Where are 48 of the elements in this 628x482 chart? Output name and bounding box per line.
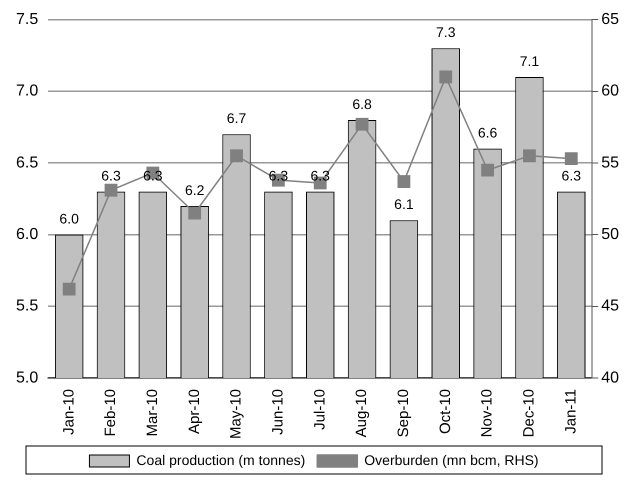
x-tick-label: Feb-10: [102, 388, 120, 437]
data-label: 6.8: [352, 96, 372, 112]
point: [523, 149, 536, 162]
x-tick-label: Jan-11: [562, 388, 580, 434]
point: [104, 184, 118, 197]
x-tick-label: May-10: [228, 388, 245, 440]
y-tick-label: 6.0: [16, 226, 38, 244]
x-tick-label: Oct-10: [436, 388, 454, 434]
x-tick-label: Nov-10: [478, 388, 496, 438]
y2-tick-label: 60: [601, 82, 620, 100]
data-label: 6.1: [394, 196, 414, 212]
x-tick-label: Jul-10: [311, 388, 328, 430]
y-tick-label: 7.5: [16, 11, 38, 28]
data-label: 6.2: [184, 182, 205, 198]
y-tick-label: 6.5: [16, 154, 38, 172]
legend-label: Coal production (m tonnes): [136, 452, 306, 468]
legend-label: Overburden (mn bcm, RHS): [364, 452, 539, 468]
point: [398, 175, 410, 188]
x-tick-label: Aug-10: [353, 388, 370, 438]
x-tick-label: Jun-10: [270, 388, 287, 435]
y2-tick-label: 55: [601, 154, 620, 172]
x-tick-label: Mar-10: [144, 388, 161, 436]
point: [564, 152, 578, 166]
data-label: 6.3: [310, 167, 330, 184]
y-tick-label: 5.0: [16, 369, 38, 386]
y-tick-label: 5.5: [16, 298, 38, 315]
data-label: 6.3: [101, 167, 121, 184]
y2-tick-label: 50: [601, 226, 620, 244]
y-tick-label: 7.0: [16, 82, 38, 100]
point: [188, 206, 202, 220]
y2-tick-label: 40: [601, 369, 620, 386]
x-tick-label: Dec-10: [520, 388, 538, 438]
x-tick-label: Sep-10: [395, 388, 412, 438]
point: [62, 282, 76, 296]
point: [230, 149, 243, 162]
data-label: 6.6: [478, 124, 498, 140]
data-label: 6.3: [562, 167, 582, 184]
x-tick-label: Jan-10: [60, 388, 78, 435]
point: [356, 118, 368, 131]
point: [481, 164, 494, 177]
data-label: 6.7: [226, 110, 246, 126]
data-label: 7.1: [520, 52, 540, 69]
y2-tick-label: 65: [601, 11, 620, 28]
data-label: 6.0: [59, 210, 80, 226]
data-label: 7.3: [436, 24, 456, 40]
y2-tick-label: 45: [601, 298, 620, 315]
x-tick-label: Apr-10: [186, 388, 203, 434]
point: [439, 70, 452, 84]
